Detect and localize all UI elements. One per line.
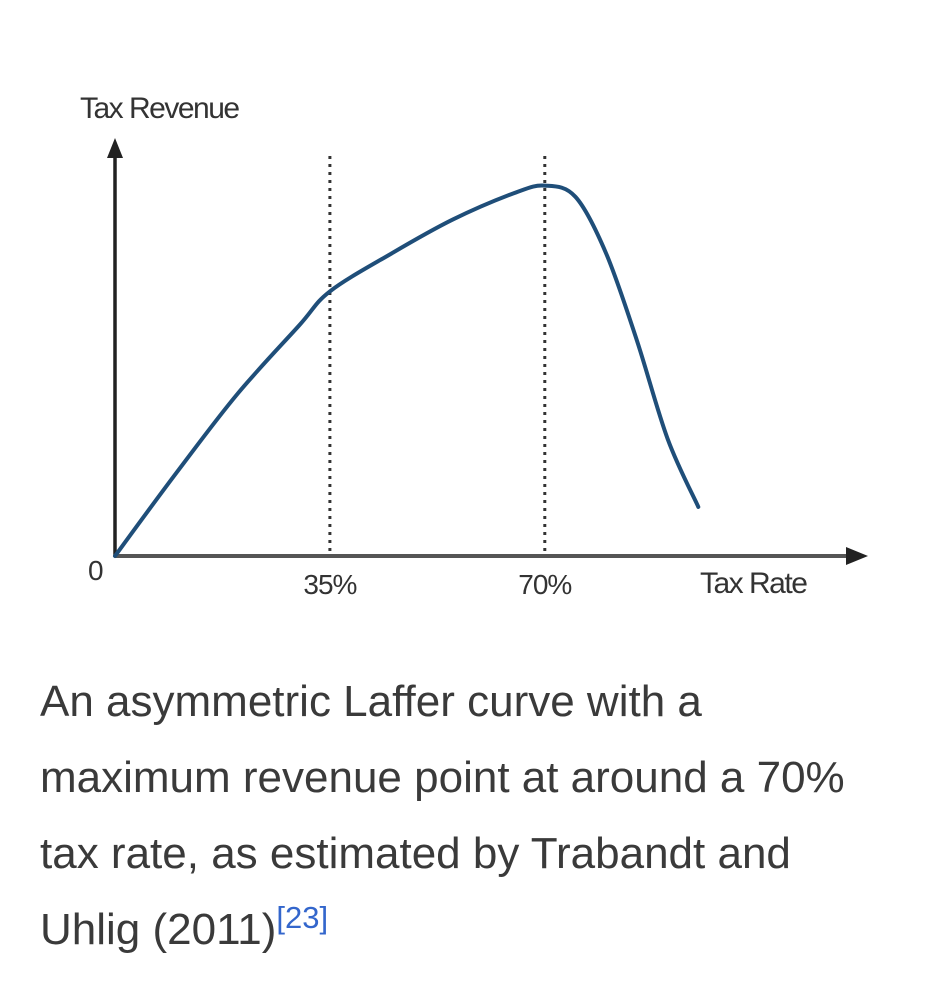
laffer-curve-line [113, 183, 701, 558]
x-tick-label: 70% [518, 569, 571, 600]
x-tick-label: 35% [303, 569, 356, 600]
y-axis-arrow [107, 138, 123, 158]
citation-link[interactable]: [23] [276, 900, 329, 935]
figure-caption: An asymmetric Laffer curve with a maximu… [40, 664, 900, 968]
y-axis-label: Tax Revenue [80, 92, 239, 125]
x-axis-label: Tax Rate [700, 567, 807, 600]
x-axis-arrow [846, 547, 868, 565]
caption-text: An asymmetric Laffer curve with a maximu… [40, 677, 845, 954]
laffer-curve-chart: Tax Revenue 0 35% 70% Tax Rate [80, 92, 868, 600]
origin-label: 0 [88, 555, 104, 586]
